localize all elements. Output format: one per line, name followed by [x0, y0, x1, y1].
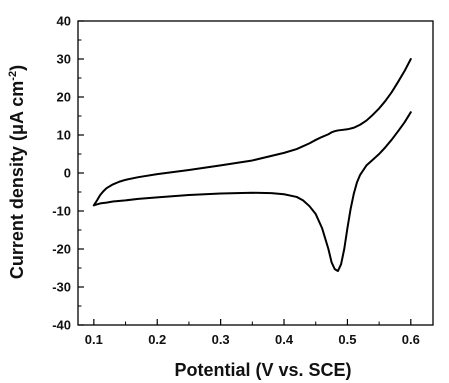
y-tick-label: -10 — [52, 204, 71, 219]
y-axis-title-end: ) — [7, 65, 27, 71]
y-tick-label: -20 — [52, 242, 71, 257]
y-axis-title: Current density (μA cm-2) — [7, 65, 27, 279]
anodic-scan-line — [92, 58, 412, 207]
x-tick-label: 0.5 — [338, 332, 356, 347]
cathodic-scan-line — [92, 111, 412, 273]
plot-frame — [77, 20, 434, 326]
y-tick-label: 40 — [57, 14, 71, 29]
x-tick-label: 0.1 — [85, 332, 103, 347]
y-tick-label: 0 — [64, 166, 71, 181]
plot-area — [92, 58, 412, 273]
y-tick-label: -30 — [52, 280, 71, 295]
y-axis-title-main: Current density (μA cm — [7, 81, 27, 279]
x-tick-label: 0.6 — [402, 332, 420, 347]
axes — [77, 20, 434, 326]
y-axis-title-superscript: -2 — [7, 71, 19, 81]
x-tick-label: 0.4 — [275, 332, 294, 347]
y-tick-label: 30 — [57, 52, 71, 67]
y-tick-label: -40 — [52, 318, 71, 333]
x-tick-label: 0.2 — [148, 332, 166, 347]
x-tick-label: 0.3 — [212, 332, 230, 347]
x-axis-title: Potential (V vs. SCE) — [174, 360, 351, 380]
y-tick-label: 20 — [57, 90, 71, 105]
y-tick-label: 10 — [57, 128, 71, 143]
tick-labels: 0.1 0.2 0.3 0.4 0.5 0.6 -40 -30 -20 -10 0 10 20 30 40 — [52, 14, 420, 348]
